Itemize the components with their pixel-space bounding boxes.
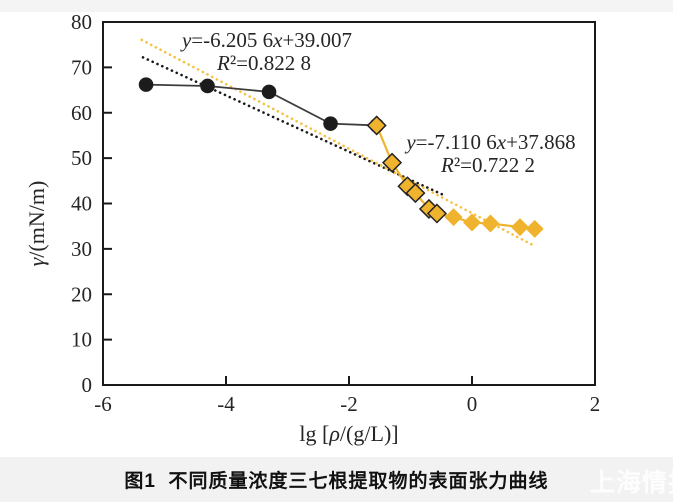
y-tick-label: 20 [71, 282, 92, 306]
figure-caption: 图1 不同质量浓度三七根提取物的表面张力曲线 [124, 471, 549, 492]
x-tick-label: 0 [467, 392, 478, 416]
x-tick-label: -2 [340, 392, 358, 416]
watermark: 上海情报 [590, 469, 673, 497]
y-tick-label: 30 [71, 237, 92, 261]
marker-diamond [510, 218, 529, 237]
marker-diamond [426, 203, 448, 224]
y-axis-label: γ/(mN/m) [24, 181, 49, 267]
x-tick-label: -4 [217, 392, 235, 416]
marker-diamond [463, 213, 481, 232]
y-tick-label: 70 [71, 55, 92, 79]
y-tick-label: 60 [71, 101, 92, 125]
marker-diamond [405, 183, 426, 204]
y-tick-label: 10 [71, 328, 92, 352]
x-tick-label: -6 [94, 392, 112, 416]
trend-orange-dotted [140, 38, 535, 247]
marker-circle [323, 116, 338, 131]
marker-circle [200, 78, 215, 94]
marker-diamond [397, 176, 418, 197]
y-tick-label: 0 [82, 373, 93, 397]
r2-2: R²=0.722 2 [440, 153, 535, 177]
marker-diamond [444, 208, 463, 227]
marker-diamond [481, 214, 500, 233]
marker-circle [261, 84, 277, 100]
caption-bar: 图1 不同质量浓度三七根提取物的表面张力曲线 上海情报 [0, 457, 673, 502]
marker-diamond [525, 219, 544, 238]
surface-tension-circles-line [146, 83, 377, 127]
x-axis-label: lg [ρ/(g/L)] [299, 421, 398, 446]
top-margin-band [0, 0, 673, 12]
y-tick-label: 50 [71, 146, 92, 170]
marker-diamond [381, 152, 403, 173]
y-tick-label: 40 [71, 192, 92, 216]
equation-2: y=-7.110 6x+37.868 [404, 130, 575, 154]
marker-diamond [366, 115, 387, 136]
equation-1: y=-6.205 6x+39.007 [180, 28, 352, 52]
y-tick-label: 80 [71, 10, 92, 34]
plot-frame [102, 21, 596, 386]
x-tick-label: 2 [590, 392, 601, 416]
marker-circle [138, 77, 154, 92]
r2-1: R²=0.822 8 [216, 51, 311, 75]
